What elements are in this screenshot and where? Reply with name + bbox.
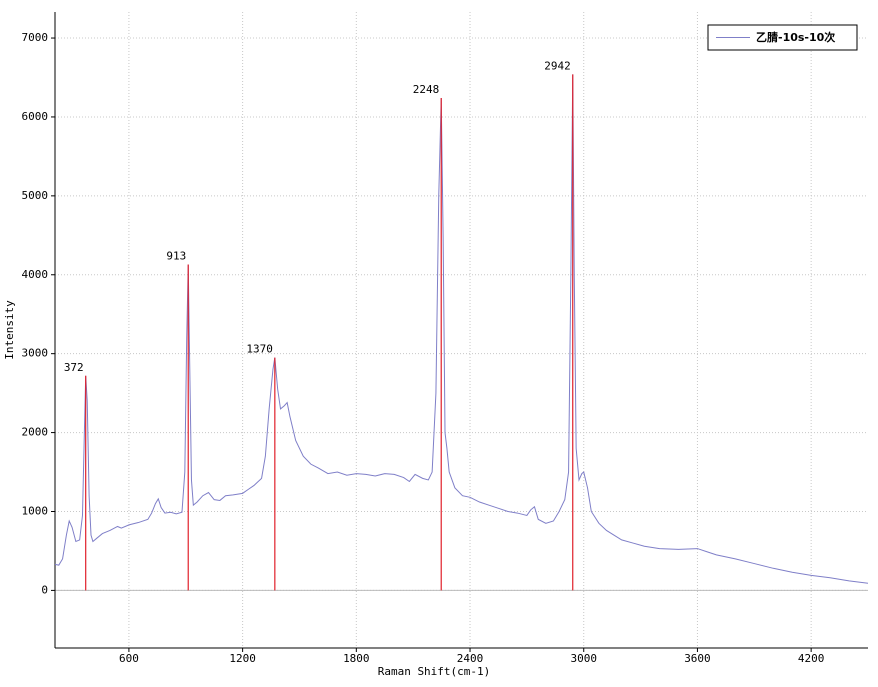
y-tick-label: 7000 <box>22 31 49 44</box>
y-tick-label: 5000 <box>22 189 49 202</box>
y-tick-label: 1000 <box>22 504 49 517</box>
x-tick-label: 1200 <box>229 652 256 665</box>
peak-label: 2248 <box>413 83 440 96</box>
peak-label: 372 <box>64 361 84 374</box>
x-tick-label: 1800 <box>343 652 370 665</box>
x-tick-label: 3600 <box>684 652 711 665</box>
x-tick-label: 2400 <box>457 652 484 665</box>
x-tick-label: 3000 <box>570 652 597 665</box>
x-axis-label: Raman Shift(cm-1) <box>378 665 491 678</box>
series-line <box>54 74 869 584</box>
legend-label: 乙腈-10s-10次 <box>756 30 835 44</box>
y-axis-label: Intensity <box>3 300 16 360</box>
y-tick-label: 2000 <box>22 426 49 439</box>
y-tick-label: 0 <box>41 583 48 596</box>
peak-label: 1370 <box>246 343 273 356</box>
y-tick-label: 6000 <box>22 110 49 123</box>
y-tick-label: 4000 <box>22 268 49 281</box>
x-tick-label: 4200 <box>798 652 825 665</box>
x-tick-label: 600 <box>119 652 139 665</box>
peak-label: 913 <box>166 250 186 263</box>
y-tick-label: 3000 <box>22 347 49 360</box>
peak-label: 2942 <box>544 59 571 72</box>
